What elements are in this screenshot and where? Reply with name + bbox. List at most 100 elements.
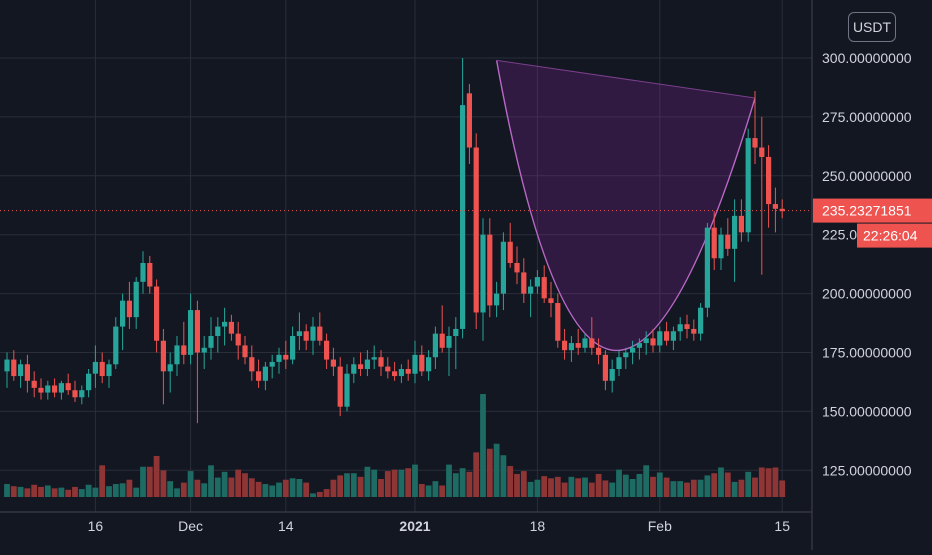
volume-bar [194, 479, 201, 497]
y-tick-label: 275.00000000 [822, 109, 912, 125]
candle-body [120, 300, 126, 327]
candle-body [426, 357, 432, 372]
volume-bar [316, 491, 323, 497]
volume-bar [765, 468, 772, 497]
volume-bar [58, 487, 65, 497]
cup-rim-line [496, 59, 756, 99]
candle-body [86, 373, 92, 391]
cup-fill [496, 60, 755, 351]
candle-body [310, 326, 316, 341]
volume-bar [10, 486, 17, 497]
candle-body [174, 345, 180, 365]
candle-body [106, 364, 112, 377]
candle-body [72, 390, 78, 398]
candle-body [52, 385, 58, 393]
volume-bar [4, 484, 10, 497]
volume-bar [561, 482, 568, 497]
currency-button[interactable]: USDT [848, 12, 896, 42]
candle-body [684, 324, 690, 329]
candle-body [154, 286, 160, 341]
volume-bar [262, 484, 269, 497]
candle-body [24, 364, 30, 381]
y-tick-label: 125.00000000 [822, 462, 912, 478]
candle-body [38, 387, 44, 393]
volume-bar [500, 455, 507, 497]
candle-body [670, 331, 676, 341]
candle-body [58, 383, 64, 393]
x-tick-label: Dec [178, 518, 203, 534]
volume-bar [310, 493, 316, 497]
volume-bar [650, 476, 656, 497]
countdown-tag-bg [857, 223, 932, 248]
volume-bar [174, 488, 180, 497]
candle-body [657, 331, 663, 346]
volume-bar [160, 470, 167, 497]
volume-bar [656, 472, 663, 497]
candle-body [500, 241, 506, 294]
volume-bar [568, 476, 575, 497]
candle-body [194, 310, 200, 353]
candle-body [609, 368, 615, 381]
volume-bar [609, 482, 616, 497]
candle-body [398, 368, 404, 377]
candle-body [330, 359, 336, 367]
time-axis: 16 Dec 14 2021 18 Feb 15 [88, 518, 791, 534]
y-tick-label: 150.00000000 [822, 403, 912, 419]
candle-body [11, 359, 17, 377]
volume-bar [684, 482, 690, 497]
candle-body [228, 321, 234, 334]
volume-bar [344, 473, 350, 497]
volume-bar [65, 489, 72, 497]
candle-body [494, 293, 500, 306]
candle-body [290, 336, 296, 360]
candle-body [324, 340, 330, 360]
candle-body [772, 204, 778, 209]
candle-body [358, 364, 364, 369]
volume-bar [119, 483, 126, 497]
candle-body [45, 385, 51, 393]
candle-body [296, 331, 302, 337]
candle-body [507, 241, 513, 263]
volume-bar [459, 468, 466, 497]
volume-bar [242, 473, 248, 497]
candle-body [65, 383, 71, 391]
volume-bar [248, 478, 255, 497]
candle-body [269, 361, 275, 367]
candle-body [378, 357, 384, 367]
candle-body [738, 215, 744, 233]
candle-body [541, 277, 547, 299]
volume-bar [78, 489, 85, 497]
candle-body [616, 357, 622, 369]
candle-body [317, 326, 323, 341]
candle-body [4, 359, 10, 372]
candle-body [766, 156, 772, 205]
candle-body [419, 354, 425, 372]
candle-body [222, 321, 228, 327]
volume-bar [133, 487, 140, 497]
candle-body [555, 303, 561, 341]
candle-body [711, 227, 717, 259]
volume-bar [486, 448, 493, 497]
volume-bar [622, 474, 629, 497]
volume-bar [208, 465, 214, 497]
candle-body [392, 371, 398, 377]
volume-bar [269, 485, 276, 497]
candle-body [487, 234, 493, 306]
volume-bar [106, 486, 112, 497]
volume-bar [85, 484, 92, 497]
candle-body [466, 93, 472, 148]
volume-bar [718, 467, 724, 497]
volume-bar [214, 477, 221, 497]
candle-body [188, 310, 194, 355]
x-tick-label: 16 [88, 518, 104, 534]
volume-bar [364, 466, 371, 497]
volume-bar [228, 477, 235, 497]
volume-bar [582, 477, 588, 497]
candle-body [79, 390, 85, 398]
volume-bar [378, 479, 384, 497]
volume-bar [330, 479, 337, 497]
volume-bar [670, 481, 677, 497]
volume-bar [520, 471, 527, 497]
